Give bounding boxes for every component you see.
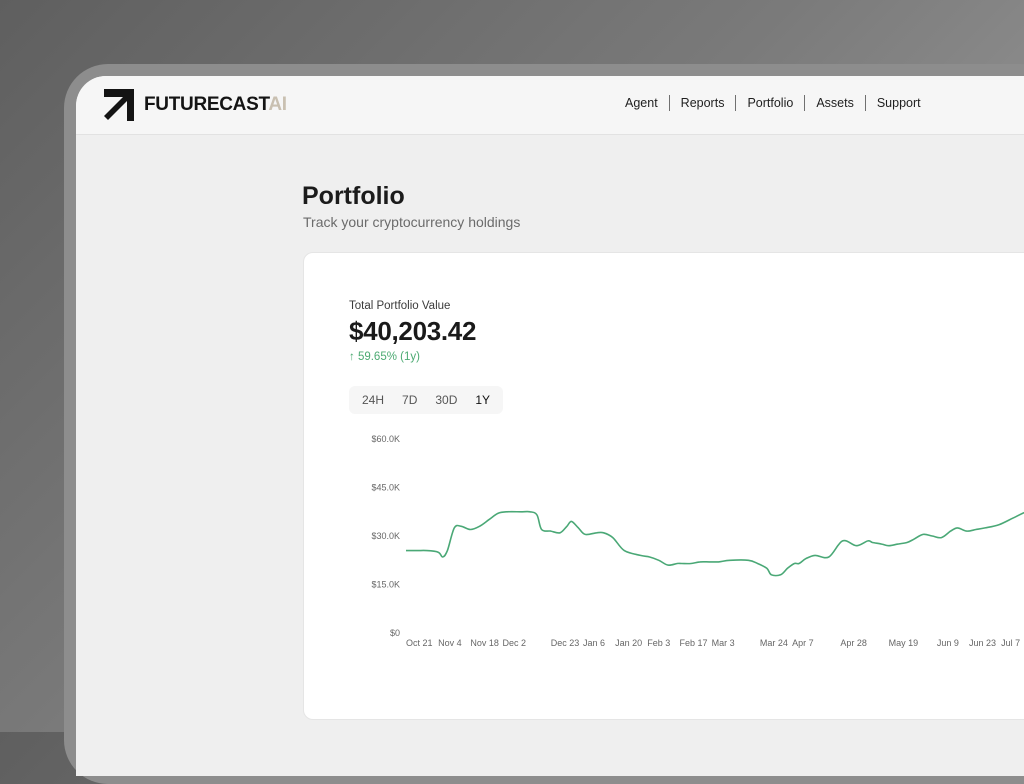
nav-agent[interactable]: Agent bbox=[625, 96, 658, 110]
arrow-logo-icon bbox=[104, 89, 134, 121]
x-tick-label: May 19 bbox=[889, 638, 919, 648]
portfolio-value-amount: $40,203.42 bbox=[349, 316, 477, 346]
x-tick-label: Nov 18 bbox=[470, 638, 499, 648]
portfolio-value-line bbox=[406, 510, 1024, 577]
portfolio-value-chart: $0 $15.0K $30.0K $45.0K $60.0K Oct 21 Nov 4 Nov… bbox=[371, 434, 1024, 648]
nav-divider bbox=[864, 95, 866, 111]
portfolio-value-card: Total Portfolio Value $40,203.42 ↑ 59.65… bbox=[303, 252, 1024, 720]
top-navigation-bar: FUTURECASTAI Agent Reports Portfolio Ass… bbox=[76, 76, 1024, 135]
range-1y-button[interactable]: 1Y bbox=[466, 387, 499, 413]
nav-portfolio[interactable]: Portfolio bbox=[747, 96, 794, 110]
x-tick-label: Jan 20 bbox=[615, 638, 642, 648]
x-tick-label: Mar 3 bbox=[712, 638, 735, 648]
portfolio-value-label: Total Portfolio Value bbox=[349, 300, 451, 312]
y-tick-label: $0 bbox=[390, 628, 400, 638]
x-tick-label: Jul 7 bbox=[1001, 638, 1020, 648]
x-tick-label: Feb 3 bbox=[647, 638, 670, 648]
range-30d-button[interactable]: 30D bbox=[426, 387, 466, 413]
x-tick-label: Apr 7 bbox=[792, 638, 814, 648]
nav-assets[interactable]: Assets bbox=[816, 96, 854, 110]
time-range-selector: 24H 7D 30D 1Y bbox=[349, 386, 504, 414]
page-title: Portfolio bbox=[302, 182, 405, 210]
x-tick-label: Jan 6 bbox=[583, 638, 605, 648]
nav-divider bbox=[668, 95, 670, 111]
x-tick-label: Oct 21 bbox=[406, 638, 433, 648]
x-tick-label: Dec 23 bbox=[551, 638, 580, 648]
y-tick-label: $60.0K bbox=[371, 434, 400, 444]
brand-logo[interactable]: FUTURECASTAI bbox=[104, 88, 287, 122]
y-tick-label: $15.0K bbox=[371, 580, 400, 590]
nav-reports[interactable]: Reports bbox=[680, 96, 725, 110]
main-nav: Agent Reports Portfolio Assets Support bbox=[625, 95, 921, 111]
y-tick-label: $30.0K bbox=[371, 531, 400, 541]
x-tick-label: Apr 28 bbox=[840, 638, 867, 648]
x-tick-label: Dec 2 bbox=[503, 638, 527, 648]
brand-name: FUTURECASTAI bbox=[144, 94, 287, 115]
y-tick-label: $45.0K bbox=[371, 483, 400, 493]
x-tick-label: Mar 24 bbox=[760, 638, 788, 648]
x-tick-label: Nov 4 bbox=[438, 638, 462, 648]
nav-divider bbox=[804, 95, 806, 111]
brand-name-suffix: AI bbox=[268, 94, 287, 115]
nav-divider bbox=[735, 95, 737, 111]
x-tick-label: Feb 17 bbox=[679, 638, 707, 648]
x-tick-label: Jun 9 bbox=[937, 638, 959, 648]
range-24h-button[interactable]: 24H bbox=[353, 387, 393, 413]
page-subtitle: Track your cryptocurrency holdings bbox=[303, 214, 521, 230]
portfolio-change-badge: ↑ 59.65% (1y) bbox=[349, 351, 420, 363]
app-screen: FUTURECASTAI Agent Reports Portfolio Ass… bbox=[76, 76, 1024, 776]
x-tick-label: Jun 23 bbox=[969, 638, 996, 648]
range-7d-button[interactable]: 7D bbox=[393, 387, 426, 413]
nav-support[interactable]: Support bbox=[876, 96, 921, 110]
